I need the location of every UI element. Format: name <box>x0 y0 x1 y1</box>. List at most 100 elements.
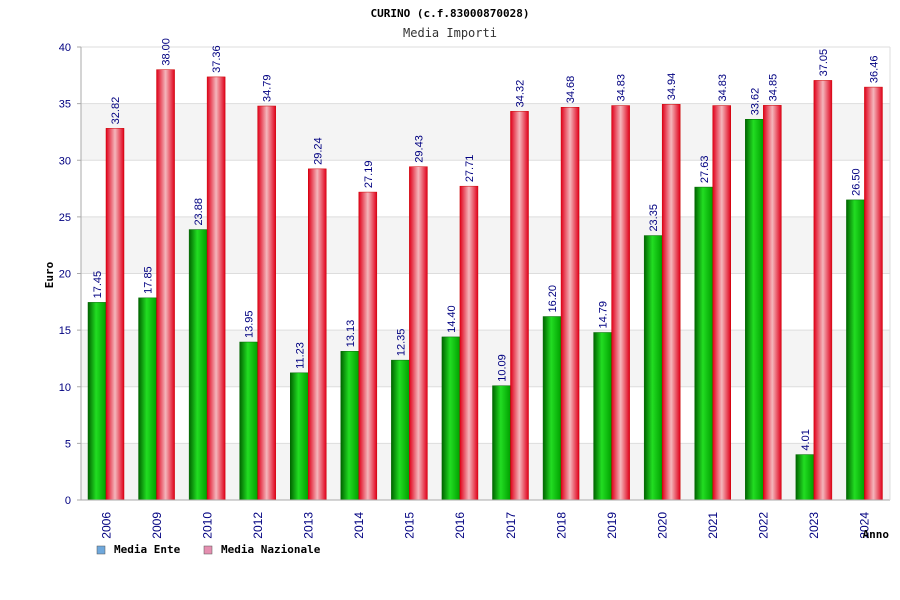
bar-media-ente-2013 <box>290 372 309 501</box>
bar-media-ente-2015 <box>391 359 410 501</box>
y-tick-label: 25 <box>59 212 71 224</box>
chart-title: CURINO (c.f.83000870028) <box>371 7 530 20</box>
data-label-media-ente-2014: 13.13 <box>345 320 357 348</box>
y-axis-label: Euro <box>43 261 56 288</box>
bar-media-nazionale-2019 <box>611 105 630 501</box>
x-tick-label-2010: 2010 <box>200 512 214 539</box>
bar-media-ente-2023 <box>795 454 815 501</box>
bar-media-nazionale-2021 <box>712 105 731 501</box>
bar-media-nazionale-2017 <box>510 111 529 501</box>
bar-media-ente-2017 <box>492 385 511 501</box>
bar-media-nazionale-2024 <box>864 86 883 501</box>
data-label-media-nazionale-2018: 34.68 <box>565 76 577 104</box>
data-label-media-nazionale-2017: 34.32 <box>515 80 527 108</box>
x-tick-label-2022: 2022 <box>757 512 771 539</box>
y-axis-ticks: 0 5 10 15 20 25 30 35 40 <box>59 42 81 507</box>
x-tick-label-2019: 2019 <box>605 512 619 539</box>
legend-label-media-ente: Media Ente <box>114 543 181 556</box>
legend-label-media-nazionale: Media Nazionale <box>221 543 321 556</box>
x-axis-ticks: 2006 2009 2010 2012 2013 2014 2015 2016 2017 2018… <box>99 512 871 539</box>
data-label-media-nazionale-2006: 32.82 <box>110 97 122 125</box>
legend-swatch-media-nazionale <box>203 545 213 555</box>
x-tick-label-2013: 2013 <box>302 512 316 539</box>
x-tick-label-2009: 2009 <box>150 512 164 539</box>
x-tick-label-2021: 2021 <box>706 512 720 539</box>
bars-group <box>87 69 883 501</box>
x-tick-label-2020: 2020 <box>655 512 669 539</box>
y-tick-label: 35 <box>59 99 71 111</box>
data-label-media-ente-2022: 33.62 <box>749 88 761 116</box>
data-label-media-nazionale-2020: 34.94 <box>666 73 678 101</box>
chart-subtitle: Media Importi <box>403 26 497 40</box>
y-tick-label: 20 <box>59 269 71 281</box>
bar-media-nazionale-2009 <box>156 69 175 501</box>
data-label-media-nazionale-2019: 34.83 <box>616 74 628 102</box>
data-labels: 17.45 32.82 17.85 38.00 23.88 37.36 13.95 34.79… <box>92 38 880 450</box>
y-tick-label: 10 <box>59 382 71 394</box>
x-tick-label-2018: 2018 <box>554 512 568 539</box>
data-label-media-nazionale-2009: 38.00 <box>161 38 173 66</box>
x-tick-label-2014: 2014 <box>352 512 366 539</box>
bar-media-nazionale-2018 <box>560 106 580 501</box>
y-tick-label: 40 <box>59 42 71 54</box>
data-label-media-ente-2015: 12.35 <box>395 329 407 357</box>
bar-media-nazionale-2022 <box>763 105 782 501</box>
bar-media-ente-2022 <box>745 119 764 501</box>
data-label-media-ente-2020: 23.35 <box>648 204 660 232</box>
data-label-media-ente-2024: 26.50 <box>850 168 862 196</box>
y-tick-label: 15 <box>59 325 71 337</box>
bar-media-ente-2012 <box>239 341 258 501</box>
bar-media-nazionale-2013 <box>308 168 327 501</box>
bar-media-nazionale-2015 <box>409 166 428 501</box>
bar-media-ente-2024 <box>846 199 865 501</box>
data-label-media-nazionale-2021: 34.83 <box>717 74 729 102</box>
bar-media-ente-2018 <box>542 316 562 501</box>
bar-media-ente-2016 <box>441 336 461 501</box>
data-label-media-nazionale-2012: 34.79 <box>262 74 274 102</box>
legend: Media Ente Media Nazionale <box>96 543 321 556</box>
x-axis-label: Anno <box>863 528 890 541</box>
data-label-media-ente-2012: 13.95 <box>244 310 256 338</box>
bar-media-ente-2021 <box>694 186 713 501</box>
bar-media-nazionale-2023 <box>813 80 833 501</box>
data-label-media-ente-2016: 14.40 <box>446 305 458 333</box>
data-label-media-ente-2023: 4.01 <box>800 429 812 450</box>
x-tick-label-2006: 2006 <box>99 512 113 539</box>
data-label-media-nazionale-2023: 37.05 <box>818 49 830 77</box>
y-tick-label: 0 <box>65 495 71 507</box>
bar-media-ente-2009 <box>138 297 157 501</box>
y-tick-label: 5 <box>65 438 71 450</box>
bar-media-nazionale-2014 <box>358 191 378 501</box>
y-tick-label: 30 <box>59 155 71 167</box>
data-label-media-nazionale-2024: 36.46 <box>868 56 880 84</box>
bar-media-ente-2006 <box>87 302 107 501</box>
data-label-media-nazionale-2010: 37.36 <box>211 45 223 73</box>
x-tick-label-2015: 2015 <box>403 512 417 539</box>
bar-media-ente-2019 <box>593 332 612 501</box>
x-tick-label-2023: 2023 <box>807 512 821 539</box>
bar-media-nazionale-2006 <box>105 128 125 501</box>
data-label-media-ente-2006: 17.45 <box>92 271 104 299</box>
x-tick-label-2016: 2016 <box>453 512 467 539</box>
legend-swatch-media-ente <box>96 545 106 555</box>
x-tick-label-2012: 2012 <box>251 512 265 539</box>
data-label-media-nazionale-2016: 27.71 <box>464 155 476 183</box>
data-label-media-nazionale-2014: 27.19 <box>363 161 375 189</box>
data-label-media-ente-2009: 17.85 <box>143 266 155 294</box>
x-tick-label-2017: 2017 <box>504 512 518 539</box>
bar-media-nazionale-2010 <box>206 76 226 501</box>
data-label-media-nazionale-2015: 29.43 <box>413 135 425 163</box>
bar-media-ente-2020 <box>643 235 663 501</box>
data-label-media-ente-2021: 27.63 <box>699 156 711 184</box>
data-label-media-ente-2019: 14.79 <box>598 301 610 329</box>
data-label-media-ente-2010: 23.88 <box>193 198 205 226</box>
bar-media-nazionale-2012 <box>257 105 276 501</box>
data-label-media-ente-2018: 16.20 <box>547 285 559 313</box>
data-label-media-nazionale-2013: 29.24 <box>312 137 324 165</box>
bar-media-ente-2010 <box>188 229 208 501</box>
data-label-media-nazionale-2022: 34.85 <box>767 74 779 102</box>
data-label-media-ente-2017: 10.09 <box>497 354 509 382</box>
bar-media-nazionale-2016 <box>459 185 479 501</box>
bar-media-nazionale-2020 <box>661 104 681 501</box>
